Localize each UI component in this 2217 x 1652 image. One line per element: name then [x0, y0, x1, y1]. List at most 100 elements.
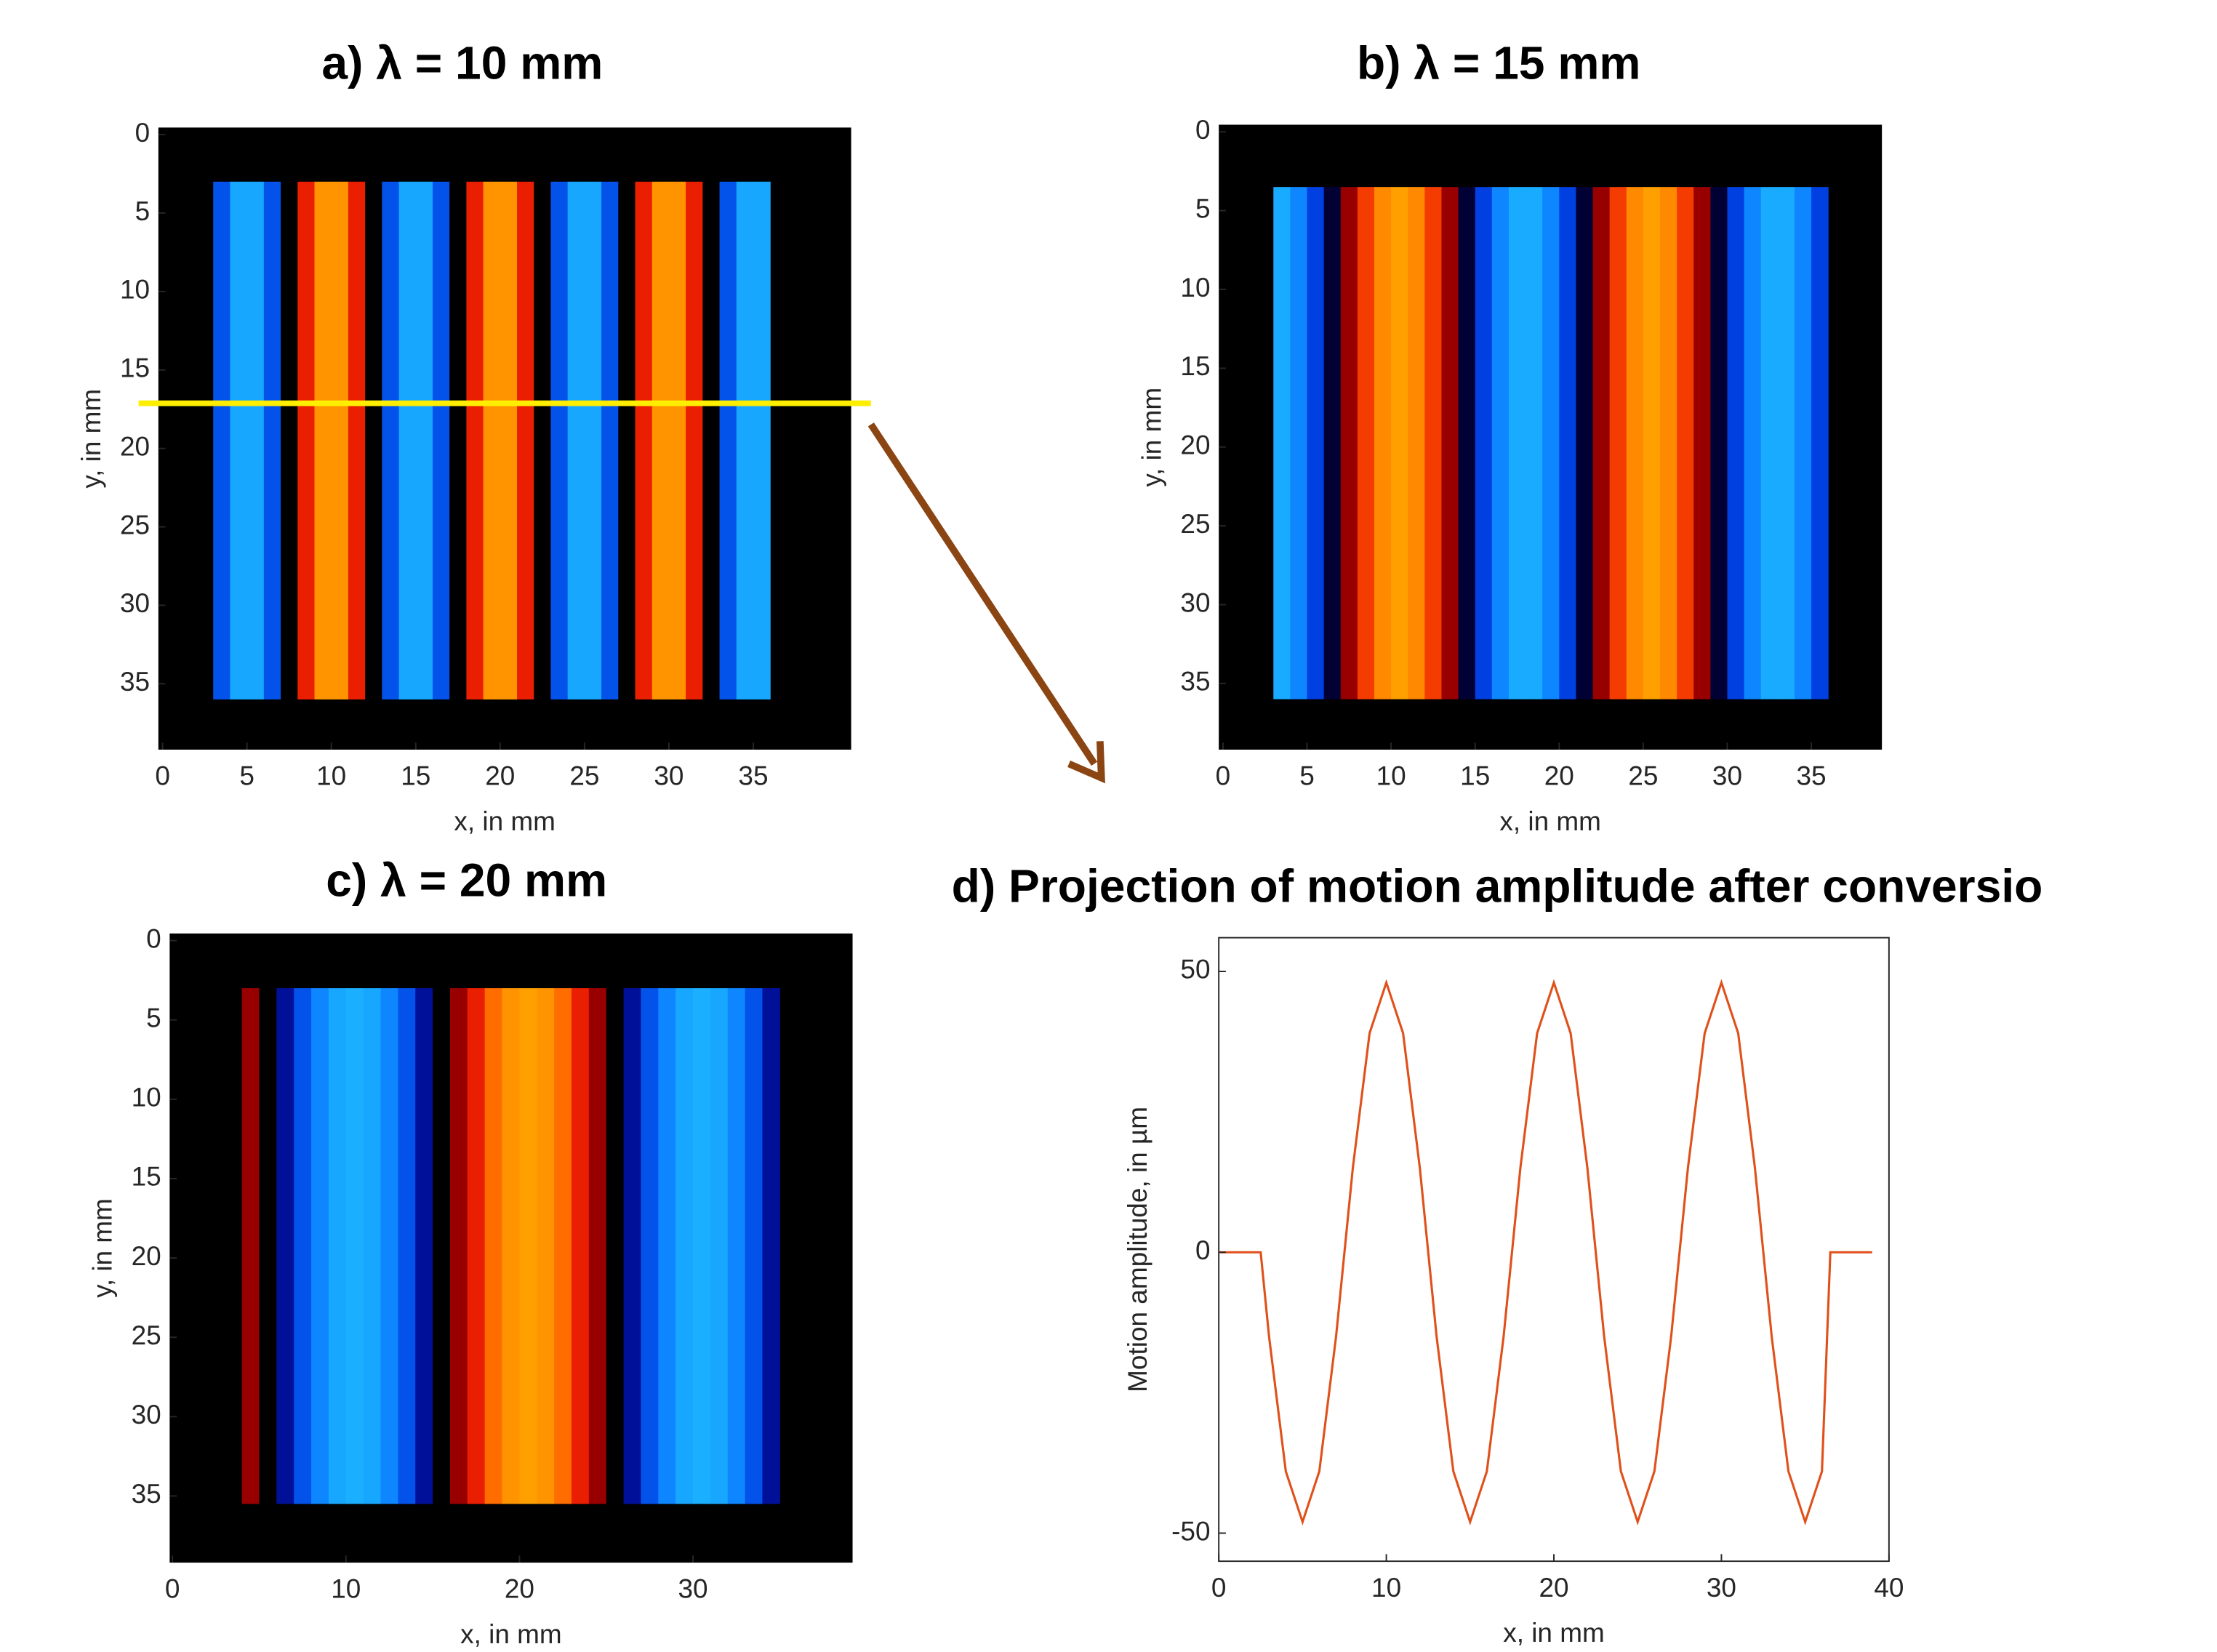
heat-column [449, 181, 467, 699]
heat-column [588, 988, 607, 1504]
heat-column [1794, 187, 1812, 699]
heat-column [641, 988, 659, 1504]
y-tick-label: 0 [1195, 1235, 1211, 1265]
heat-column [380, 988, 398, 1504]
chart-title: d) Projection of motion amplitude after … [952, 859, 2043, 912]
heat-column [328, 988, 347, 1504]
x-tick-label: 30 [654, 761, 683, 791]
heat-column [1710, 187, 1728, 699]
heat-column [710, 988, 729, 1504]
x-axis-label: x, in mm [1499, 806, 1601, 836]
heat-column [1273, 187, 1291, 699]
heat-column [550, 181, 569, 699]
x-tick-label: 25 [569, 761, 599, 791]
heat-column [311, 988, 329, 1504]
y-tick-label: 10 [120, 275, 150, 305]
y-tick-label: 50 [1180, 955, 1210, 985]
heat-column [382, 181, 400, 699]
x-tick-label: 10 [331, 1574, 361, 1604]
x-tick-label: 40 [1874, 1573, 1904, 1603]
y-tick-label: 35 [132, 1479, 161, 1509]
x-tick-label: 0 [1216, 761, 1231, 791]
heat-column [618, 181, 636, 699]
heat-column [1391, 187, 1408, 699]
charts: a) λ = 10 mm 0 5 10 15 20 25 30 35 0 5 10 15 20 25 30 35… [76, 37, 2042, 1649]
y-tick-label: 35 [1180, 667, 1210, 697]
x-tick-label: 30 [678, 1574, 707, 1604]
heat-column [345, 988, 364, 1504]
y-tick-label: 25 [132, 1320, 161, 1350]
x-tick-label: 10 [1371, 1573, 1401, 1603]
x-tick-label: 30 [1712, 761, 1742, 791]
heat-column [1408, 187, 1425, 699]
heat-column [331, 181, 349, 699]
heat-column [1424, 187, 1443, 699]
heat-column [363, 988, 382, 1504]
heat-column [502, 988, 520, 1504]
heat-column [432, 181, 450, 699]
heat-column [719, 181, 737, 699]
y-tick-label: 15 [132, 1162, 161, 1192]
heat-column [686, 181, 703, 699]
heat-column [1677, 187, 1694, 699]
x-tick-label: 15 [401, 761, 430, 791]
heat-column [727, 988, 746, 1504]
heat-column [1592, 187, 1611, 699]
heat-column [693, 988, 711, 1504]
heat-column [1357, 187, 1375, 699]
y-tick-label: -50 [1171, 1516, 1210, 1546]
y-tick-label: 20 [120, 431, 150, 461]
heat-column [623, 988, 642, 1504]
heat-column [241, 988, 260, 1504]
heat-column [276, 988, 294, 1504]
y-tick-label: 0 [146, 923, 161, 953]
x-tick-label: 10 [316, 761, 346, 791]
heat-column [537, 988, 555, 1504]
y-tick-label: 20 [1180, 430, 1210, 460]
x-axis-label: x, in mm [454, 806, 556, 836]
heat-column [702, 181, 721, 699]
heat-column [571, 988, 590, 1504]
y-tick-label: 30 [132, 1400, 161, 1430]
heat-column [1643, 187, 1661, 699]
heat-column [259, 988, 277, 1504]
heat-column [753, 181, 771, 699]
heat-column [1626, 187, 1644, 699]
heat-column [365, 181, 382, 699]
heat-column [466, 181, 484, 699]
heat-column [1508, 187, 1526, 699]
y-tick-label: 10 [132, 1083, 161, 1112]
y-tick-label: 25 [1180, 509, 1210, 539]
y-axis-label: y, in mm [76, 389, 106, 489]
x-tick-label: 10 [1376, 761, 1406, 791]
x-axis-label: x, in mm [1503, 1618, 1605, 1648]
y-tick-label: 5 [146, 1003, 161, 1032]
heat-column [652, 181, 670, 699]
heat-column [1559, 187, 1576, 699]
heat-column [263, 181, 281, 699]
heat-column [1441, 187, 1459, 699]
heat-column [675, 988, 694, 1504]
x-tick-label: 5 [239, 761, 254, 791]
heat-column [398, 181, 417, 699]
y-tick-label: 15 [1180, 351, 1210, 381]
x-tick-label: 0 [1211, 1573, 1227, 1603]
heat-column [1475, 187, 1493, 699]
heat-column [762, 988, 780, 1504]
x-tick-label: 20 [1544, 761, 1574, 791]
y-tick-label: 30 [1180, 588, 1210, 617]
y-axis-label: y, in mm [88, 1198, 118, 1298]
y-axis-label: y, in mm [1136, 388, 1166, 487]
heat-column [500, 181, 518, 699]
y-tick-label: 5 [1195, 193, 1211, 223]
heat-column [1777, 187, 1795, 699]
data-line [1219, 979, 1872, 1526]
heat-column [467, 988, 486, 1504]
heat-column [668, 181, 686, 699]
heat-column [1323, 187, 1342, 699]
heat-column [606, 988, 625, 1504]
y-tick-label: 5 [135, 196, 151, 226]
heat-column [1491, 187, 1510, 699]
heat-column [398, 988, 416, 1504]
